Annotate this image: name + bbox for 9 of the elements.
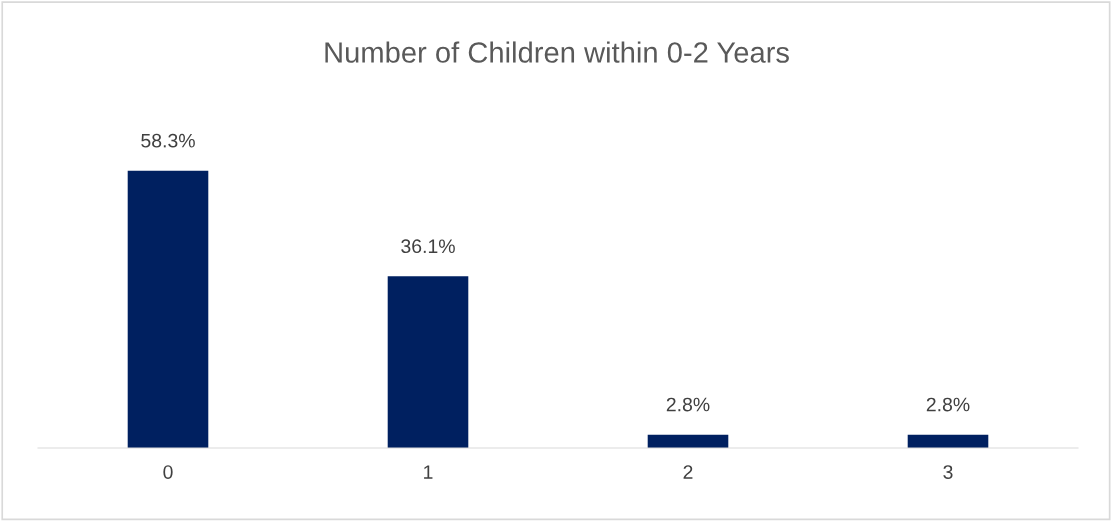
x-tick-label: 0	[163, 465, 173, 479]
data-label: 36.1%	[401, 239, 455, 254]
x-tick-label: 3	[943, 465, 953, 479]
chart-title: Number of Children within 0-2 Years	[325, 41, 789, 63]
data-label: 2.8%	[666, 397, 710, 412]
x-tick-label: 1	[424, 465, 433, 479]
data-label: 58.3%	[141, 133, 195, 148]
data-label: 2.8%	[926, 397, 970, 412]
x-tick-label: 2	[683, 465, 693, 479]
